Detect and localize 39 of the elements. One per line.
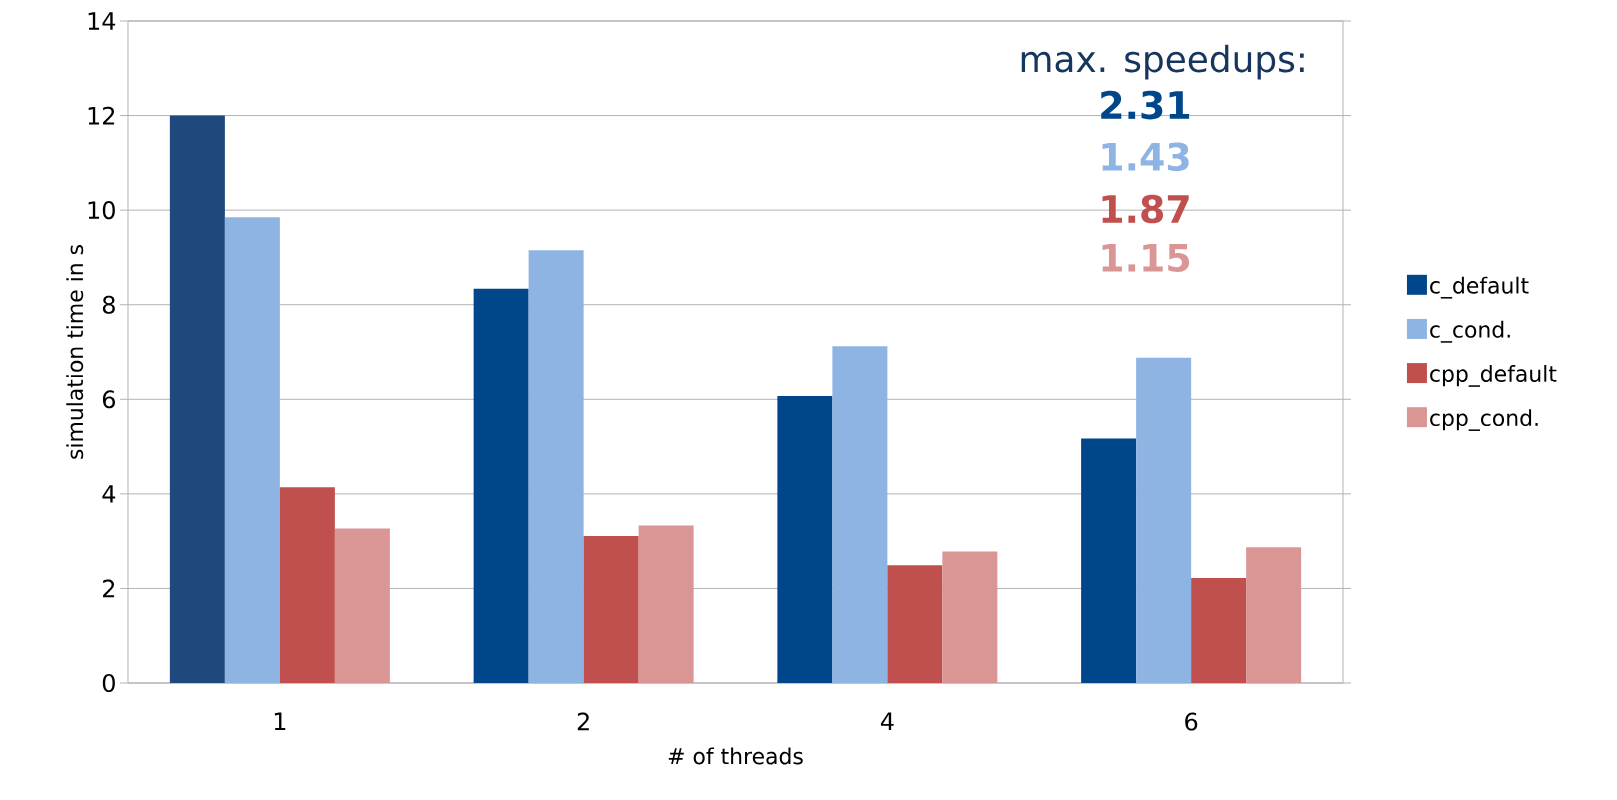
bar	[638, 525, 694, 684]
annotation: 1.15	[1102, 243, 1190, 273]
y-tick-label: 8	[102, 295, 115, 314]
x-tick-label: 1	[274, 712, 286, 730]
bar	[224, 217, 280, 684]
bar	[334, 528, 390, 684]
y-tick-label: 0	[102, 673, 115, 693]
bar	[583, 535, 639, 684]
x-axis-title: # of threads	[668, 747, 803, 765]
annotation: 2.31	[1101, 90, 1190, 120]
x-tick-label: 4	[880, 712, 894, 730]
y-axis-title: simulation time in s	[66, 245, 84, 459]
y-tick-label: 14	[88, 12, 116, 30]
bar	[279, 487, 335, 684]
y-tick-label: 12	[88, 106, 115, 125]
bar	[1081, 438, 1137, 684]
bar	[1246, 547, 1302, 684]
x-tick-label: 6	[1185, 712, 1198, 731]
bar	[777, 395, 833, 684]
annotation: 1.87	[1102, 194, 1189, 224]
annotation: 1.43	[1102, 142, 1189, 172]
y-tick-label: 10	[88, 201, 115, 220]
x-tick-label: 2	[577, 712, 589, 731]
bar	[832, 346, 888, 684]
bar	[1191, 578, 1247, 684]
bar	[887, 565, 943, 684]
bar	[1136, 357, 1192, 684]
legend-label: c_cond.	[1430, 320, 1510, 343]
bar	[169, 115, 225, 684]
legend-label: c_default	[1430, 276, 1529, 299]
annotation: max. speedups:	[1021, 44, 1304, 80]
y-tick-label: 6	[102, 390, 115, 409]
bar	[942, 551, 998, 684]
bar	[528, 250, 584, 684]
y-tick-label: 2	[103, 579, 115, 598]
bar	[473, 288, 529, 684]
y-tick-label: 4	[102, 485, 116, 503]
legend-label: cpp_default	[1430, 365, 1557, 387]
legend-label: cpp_cond.	[1430, 409, 1538, 431]
